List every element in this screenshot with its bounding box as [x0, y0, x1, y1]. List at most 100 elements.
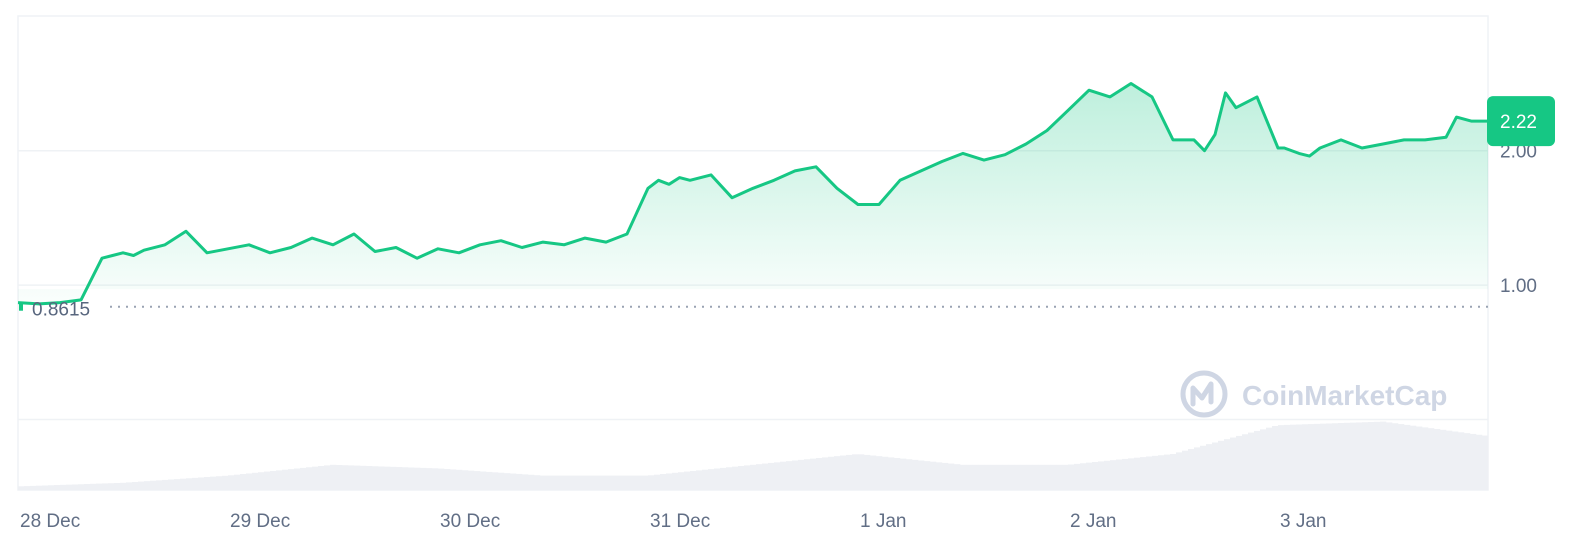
volume-bar: [630, 475, 637, 490]
volume-bar: [948, 463, 955, 490]
volume-bar: [732, 466, 739, 490]
price-line: [17, 82, 1488, 306]
volume-bar: [834, 456, 841, 490]
volume-bar: [1164, 454, 1171, 490]
volume-bar: [600, 475, 607, 490]
volume-bar: [318, 466, 325, 490]
volume-bar: [186, 478, 193, 490]
volume-bar: [798, 459, 805, 490]
volume-bar: [858, 454, 865, 490]
volume-bar: [570, 475, 577, 490]
volume-bar: [1320, 423, 1327, 490]
volume-bar: [378, 466, 385, 490]
volume-bars: [18, 421, 1489, 490]
volume-bar: [1446, 430, 1453, 490]
volume-bar: [1386, 422, 1393, 490]
volume-bar: [1278, 425, 1285, 490]
volume-bar: [228, 475, 235, 490]
volume-bar: [1092, 462, 1099, 490]
volume-bar: [654, 474, 661, 490]
volume-bar: [1440, 429, 1447, 490]
volume-bar: [918, 460, 925, 490]
x-tick-label: 1 Jan: [860, 511, 906, 532]
volume-bar: [120, 482, 127, 490]
volume-bar: [1146, 456, 1153, 490]
x-tick-label: 31 Dec: [650, 511, 710, 532]
volume-bar: [1326, 423, 1333, 490]
volume-bar: [678, 472, 685, 490]
volume-bar: [768, 462, 775, 490]
volume-bar: [96, 483, 103, 490]
volume-bar: [132, 481, 139, 490]
volume-bar: [1464, 433, 1471, 490]
x-tick-label: 28 Dec: [20, 511, 80, 532]
volume-bar: [1272, 426, 1279, 490]
volume-bar: [942, 462, 949, 490]
volume-bar: [174, 479, 181, 490]
volume-bar: [744, 465, 751, 490]
volume-bar: [552, 475, 559, 490]
volume-bar: [456, 469, 463, 490]
volume-bar: [660, 474, 667, 490]
volume-bar: [840, 455, 847, 490]
volume-bar: [978, 464, 985, 490]
volume-bar: [876, 456, 883, 490]
volume-bar: [54, 485, 61, 490]
baseline-marker: [19, 302, 23, 311]
volume-bar: [672, 472, 679, 490]
x-tick-label: 2 Jan: [1070, 511, 1116, 532]
volume-bar: [1230, 437, 1237, 490]
volume-bar: [522, 474, 529, 490]
volume-bar: [894, 458, 901, 490]
volume-bar: [882, 456, 889, 490]
volume-bar: [300, 467, 307, 490]
volume-bar: [1242, 434, 1249, 490]
volume-bar: [306, 467, 313, 490]
volume-bar: [612, 475, 619, 490]
volume-bar: [696, 470, 703, 490]
volume-bar: [1128, 458, 1135, 490]
volume-bar: [516, 473, 523, 490]
y-tick-label: 1.00: [1500, 276, 1537, 297]
volume-bar: [1428, 428, 1435, 490]
volume-bar: [666, 473, 673, 490]
volume-bar: [1062, 464, 1069, 490]
volume-bar: [144, 481, 151, 490]
volume-bar: [1122, 458, 1129, 490]
volume-bar: [48, 485, 55, 490]
volume-bar: [888, 457, 895, 490]
volume-bar: [396, 467, 403, 490]
volume-bar: [1026, 464, 1033, 490]
volume-bar: [750, 464, 757, 490]
volume-bar: [1050, 464, 1057, 490]
volume-bar: [1416, 426, 1423, 490]
volume-bar: [648, 475, 655, 490]
volume-bar: [408, 467, 415, 490]
volume-bar: [18, 486, 25, 490]
volume-bar: [1260, 429, 1267, 490]
volume-bar: [42, 485, 49, 490]
volume-bar: [390, 466, 397, 490]
volume-bar: [846, 454, 853, 490]
volume-bar: [1476, 434, 1483, 490]
watermark-text: CoinMarketCap: [1242, 380, 1447, 411]
volume-bar: [72, 484, 79, 490]
volume-bar: [426, 468, 433, 490]
volume-bar: [1080, 463, 1087, 490]
volume-bar: [1344, 422, 1351, 490]
volume-bar: [504, 473, 511, 490]
volume-bar: [1404, 424, 1411, 490]
volume-bar: [930, 461, 937, 490]
volume-bar: [582, 475, 589, 490]
current-price-badge: 2.22: [1487, 96, 1555, 147]
volume-bar: [450, 469, 457, 490]
volume-bar: [636, 475, 643, 490]
volume-bar: [108, 483, 115, 490]
volume-bar: [480, 471, 487, 490]
volume-bar: [534, 475, 541, 490]
volume-bar: [792, 460, 799, 490]
volume-bar: [216, 476, 223, 490]
volume-bar: [126, 482, 133, 490]
volume-bar: [966, 464, 973, 490]
